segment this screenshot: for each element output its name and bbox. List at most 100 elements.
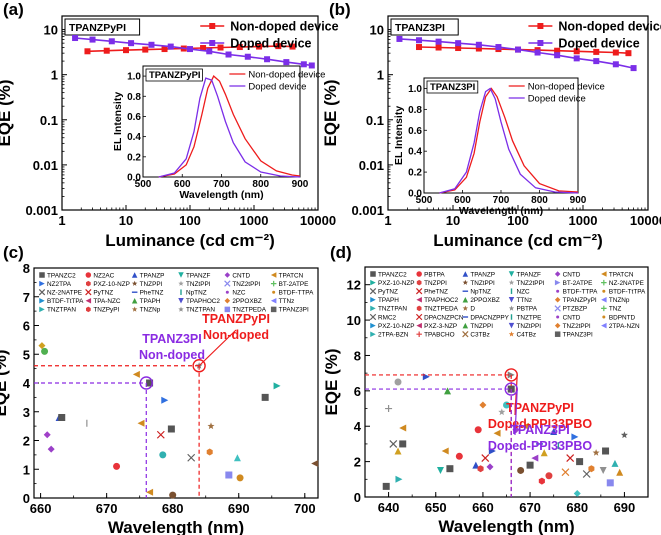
data-point: [399, 424, 407, 432]
inset-frame: [423, 77, 579, 194]
legend-label: TPANZ3PI: [279, 307, 309, 314]
legend-label: TPAPHOC2: [186, 298, 220, 305]
legend-label: PheTNZ: [424, 289, 448, 296]
inset-series-line: [439, 87, 579, 194]
legend-label: DPACNZPPY: [470, 314, 509, 321]
x-tick-label: 670: [519, 500, 541, 515]
legend-marker: [601, 279, 607, 286]
data-point: [264, 56, 271, 63]
legend-label: TNZTPAN: [378, 306, 407, 313]
legend-marker: [369, 313, 377, 321]
legend-marker: [416, 279, 422, 286]
legend-label: PXZ-10-NZP: [378, 323, 415, 330]
y-tick-label: 6: [23, 319, 30, 334]
y-tick-label: 0.1: [40, 113, 58, 128]
legend-marker: [556, 315, 560, 319]
legend-label: Non-doped device: [230, 20, 338, 34]
data-point: [161, 46, 168, 53]
y-tick-label: 10: [370, 23, 384, 38]
legend-label: TPANZ3PI: [563, 332, 593, 339]
inset-series-line: [439, 87, 579, 194]
legend-label: RMC2: [378, 314, 397, 321]
legend-label: TPAPHOC2: [424, 297, 458, 304]
legend-marker: [224, 306, 231, 313]
legend-label: TPANZF: [517, 271, 541, 278]
panel-label: (d): [330, 243, 352, 262]
legend-marker: [178, 272, 184, 278]
data-point: [444, 387, 452, 395]
data-point: [436, 466, 444, 474]
legend-label: TPATCN: [609, 271, 634, 278]
legend-marker: [537, 23, 544, 29]
data-point: [416, 37, 423, 44]
data-point: [612, 49, 619, 56]
legend-marker: [131, 298, 138, 304]
legend-marker: [224, 280, 231, 287]
x-axis-label: Wavelength (nm): [108, 518, 244, 535]
y-tick-label: 1: [51, 68, 58, 83]
legend-label: TNZPPI: [140, 281, 163, 288]
data-point: [566, 454, 575, 463]
legend-marker: [554, 322, 561, 329]
x-tick-label: 660: [472, 500, 494, 515]
data-point: [593, 58, 600, 65]
data-point: [493, 429, 501, 437]
inset-y-tick-label: 0.6: [127, 112, 141, 123]
data-point: [132, 370, 140, 378]
panel-label: (c): [3, 243, 24, 262]
legend-marker: [224, 272, 231, 278]
data-point: [167, 425, 175, 433]
legend-label: Doped device: [230, 37, 311, 51]
legend-marker: [38, 289, 46, 296]
x-tick-label: 650: [425, 500, 447, 515]
data-point: [206, 448, 213, 456]
y-tick-label: 3: [23, 405, 30, 420]
panel-d-layer: (d) 640 650 660 670 680 690 0 2 4 6 8 10 12 Wavelength…: [322, 243, 649, 535]
legend-label: TNZPPI: [470, 323, 493, 330]
legend-marker: [370, 279, 376, 286]
data-point: [588, 465, 595, 473]
data-point: [244, 53, 251, 60]
legend-label: TNZ2tPPI: [563, 323, 591, 330]
inset-x-tick-label: 500: [416, 195, 433, 206]
panel-label: (a): [3, 0, 24, 19]
inset-y-tick-label: 0.4: [408, 147, 422, 158]
panel-label: (b): [329, 0, 351, 19]
legend-marker: [270, 280, 277, 287]
legend-marker: [508, 279, 515, 285]
legend-label: NZ2TPA: [47, 281, 72, 288]
legend-marker: [601, 271, 607, 277]
legend-label: NZ2AC: [93, 272, 114, 279]
legend-label: TTNz: [517, 297, 533, 304]
data-point: [200, 45, 207, 52]
legend-label: TNZPPI: [424, 280, 447, 287]
legend-label: TPABCHO: [424, 332, 454, 339]
y-axis-label: EQE (%): [0, 349, 10, 416]
legend-label: NpTNZ: [470, 289, 491, 296]
highlight-circle: [192, 359, 206, 373]
inset-legend-label: Doped device: [528, 94, 586, 105]
inset-y-tick-label: 0.6: [408, 126, 422, 137]
legend-label: C3TBz: [470, 332, 490, 339]
legend-marker: [39, 298, 45, 304]
inset-sample-label: TPANZ3PI: [430, 82, 475, 93]
legend-label: TNZTPAN: [47, 307, 76, 314]
annotation-text: Non-doped: [139, 348, 205, 362]
data-point: [128, 40, 135, 47]
inset-x-axis-label: Wavelength (nm): [459, 205, 543, 217]
legend-label: D: [470, 306, 475, 313]
data-point: [479, 401, 487, 409]
inset-y-tick-label: 0.8: [408, 105, 422, 116]
data-point: [206, 48, 213, 55]
data-point: [540, 449, 548, 457]
x-tick-label: 640: [378, 500, 400, 515]
legend-marker: [209, 23, 216, 29]
x-axis-label: Wavelength (nm): [438, 517, 574, 535]
y-tick-label: 0.01: [359, 158, 384, 173]
x-tick-label: 680: [566, 500, 588, 515]
y-axis-label: EQE (%): [322, 348, 341, 415]
inset-legend-label: Non-doped device: [248, 70, 325, 81]
sample-label: TPANZ3PI: [395, 22, 445, 34]
data-point: [554, 47, 561, 54]
